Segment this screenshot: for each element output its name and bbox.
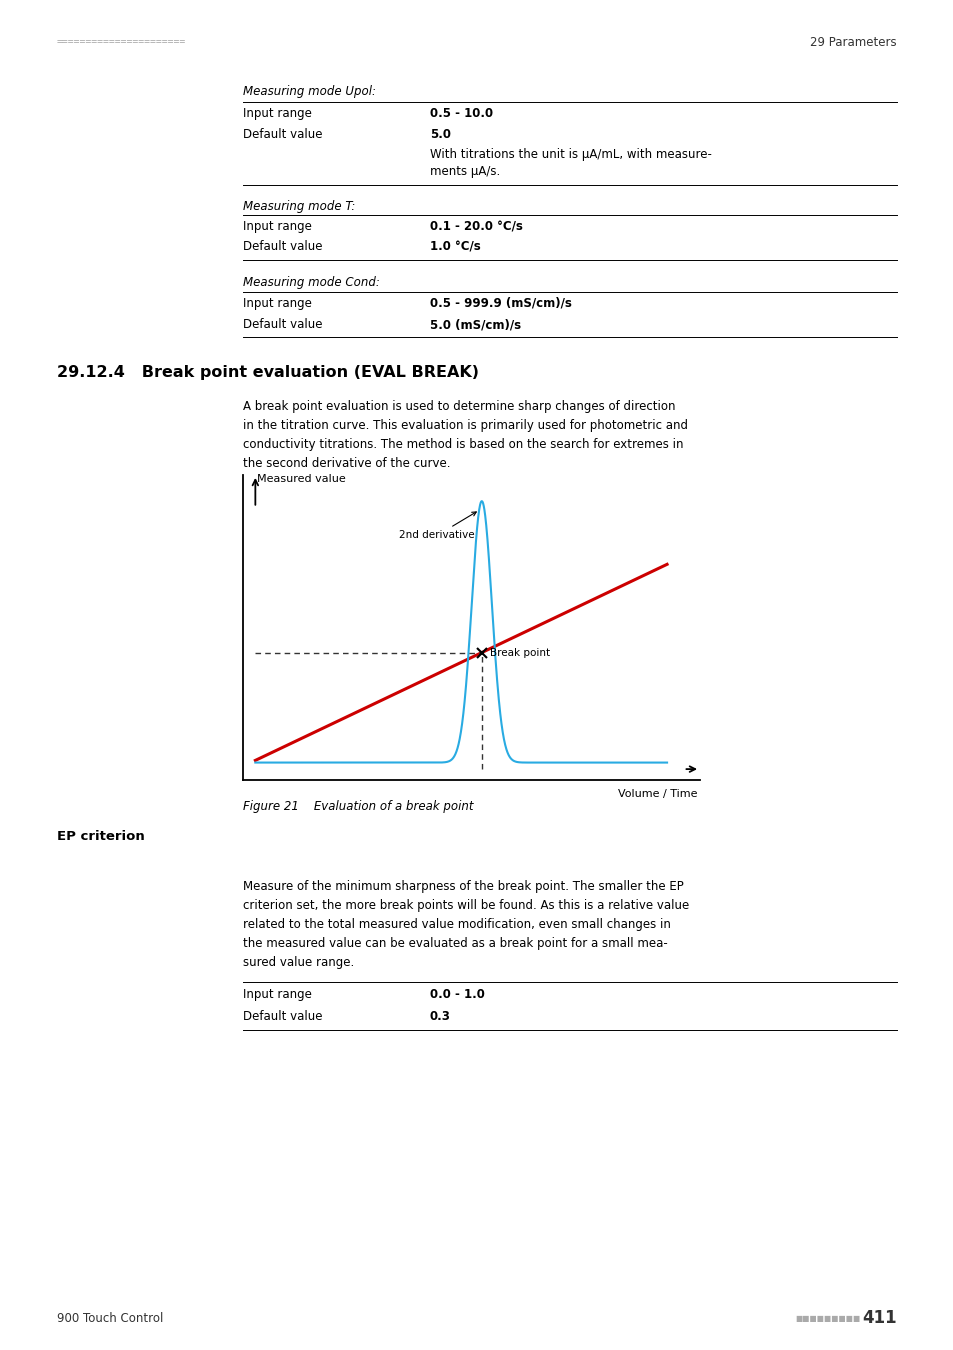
Text: Measured value: Measured value (257, 474, 346, 483)
Text: Volume / Time: Volume / Time (618, 788, 698, 799)
Text: in the titration curve. This evaluation is primarily used for photometric and: in the titration curve. This evaluation … (243, 418, 687, 432)
Text: 0.3: 0.3 (430, 1010, 451, 1023)
Text: Default value: Default value (243, 240, 322, 252)
Text: 0.0 - 1.0: 0.0 - 1.0 (430, 988, 484, 1000)
Text: 0.5 - 10.0: 0.5 - 10.0 (430, 107, 493, 120)
Text: Figure 21    Evaluation of a break point: Figure 21 Evaluation of a break point (243, 801, 473, 813)
Text: Input range: Input range (243, 297, 312, 310)
Text: Break point: Break point (490, 648, 550, 657)
Text: Input range: Input range (243, 107, 312, 120)
Text: 5.0 (mS/cm)/s: 5.0 (mS/cm)/s (430, 319, 520, 331)
Text: Measuring mode Upol:: Measuring mode Upol: (243, 85, 375, 99)
Text: ments μA/s.: ments μA/s. (430, 165, 499, 178)
Text: 411: 411 (862, 1310, 896, 1327)
Text: A break point evaluation is used to determine sharp changes of direction: A break point evaluation is used to dete… (243, 400, 675, 413)
Text: 5.0: 5.0 (430, 128, 451, 140)
Text: 29 Parameters: 29 Parameters (809, 35, 896, 49)
Text: sured value range.: sured value range. (243, 956, 354, 969)
Text: Default value: Default value (243, 319, 322, 331)
Text: EP criterion: EP criterion (57, 830, 145, 842)
Text: ======================: ====================== (57, 36, 186, 47)
Text: Default value: Default value (243, 1010, 322, 1023)
Text: criterion set, the more break points will be found. As this is a relative value: criterion set, the more break points wil… (243, 899, 688, 913)
Text: ■■■■■■■■■: ■■■■■■■■■ (794, 1314, 860, 1323)
Text: the measured value can be evaluated as a break point for a small mea-: the measured value can be evaluated as a… (243, 937, 667, 950)
Text: Input range: Input range (243, 988, 312, 1000)
Text: With titrations the unit is μA/mL, with measure-: With titrations the unit is μA/mL, with … (430, 148, 711, 161)
Text: conductivity titrations. The method is based on the search for extremes in: conductivity titrations. The method is b… (243, 437, 682, 451)
Text: 2nd derivative: 2nd derivative (399, 512, 476, 540)
Text: Measure of the minimum sharpness of the break point. The smaller the EP: Measure of the minimum sharpness of the … (243, 880, 683, 892)
Text: Measuring mode T:: Measuring mode T: (243, 200, 355, 213)
Text: 0.1 - 20.0 °C/s: 0.1 - 20.0 °C/s (430, 220, 522, 234)
Text: 29.12.4   Break point evaluation (EVAL BREAK): 29.12.4 Break point evaluation (EVAL BRE… (57, 364, 478, 379)
Text: 1.0 °C/s: 1.0 °C/s (430, 240, 480, 252)
Text: related to the total measured value modification, even small changes in: related to the total measured value modi… (243, 918, 670, 932)
Text: Input range: Input range (243, 220, 312, 234)
Text: Default value: Default value (243, 128, 322, 140)
Text: 0.5 - 999.9 (mS/cm)/s: 0.5 - 999.9 (mS/cm)/s (430, 297, 571, 310)
Text: 900 Touch Control: 900 Touch Control (57, 1311, 163, 1324)
Text: Measuring mode Cond:: Measuring mode Cond: (243, 275, 379, 289)
Text: the second derivative of the curve.: the second derivative of the curve. (243, 458, 450, 470)
